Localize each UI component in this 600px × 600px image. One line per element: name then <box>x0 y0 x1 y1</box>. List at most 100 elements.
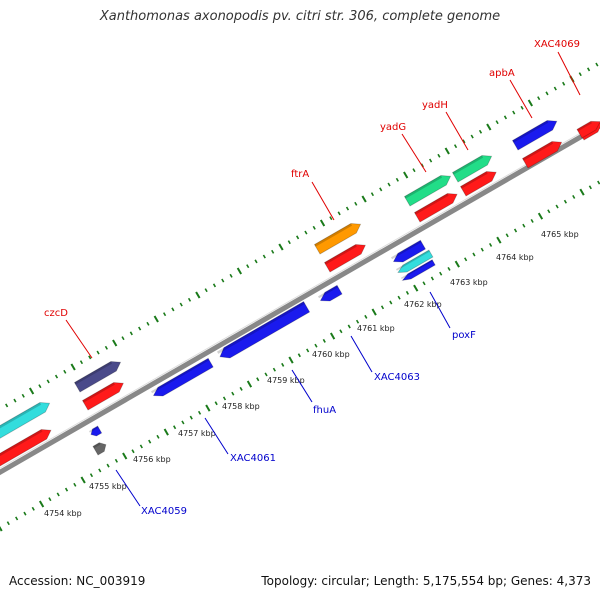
gene-green-shade <box>404 175 443 199</box>
scale-tick <box>337 211 341 216</box>
scale-tick <box>513 228 518 233</box>
genome-title: Xanthomonas axonopodis pv. citri str. 30… <box>99 9 501 24</box>
scale-tick <box>478 129 483 134</box>
scale-tick <box>597 180 600 185</box>
scale-tick <box>246 264 250 269</box>
gene-blue <box>319 284 343 302</box>
scale-tick <box>329 216 333 221</box>
gene-label: XAC4061 <box>230 453 276 464</box>
gene-cyan-shade <box>0 402 42 429</box>
scale-tick <box>162 312 167 317</box>
scale-tick <box>56 492 60 497</box>
scale-tick <box>89 473 94 478</box>
gene-red-shade <box>522 141 554 161</box>
scale-tick <box>197 410 202 415</box>
scale-tick <box>422 281 426 286</box>
scale-tick <box>496 236 502 244</box>
gene-blue <box>511 120 558 151</box>
scale-tick <box>288 356 294 364</box>
scale-tick <box>189 415 193 420</box>
scale-tick <box>106 463 110 468</box>
scale-tick <box>222 396 227 401</box>
scale-tick <box>578 72 582 77</box>
scale-tick <box>262 254 266 259</box>
scale-tick <box>412 168 416 173</box>
scale-tick <box>231 391 235 396</box>
scale-label: 4762 kbp <box>404 300 442 309</box>
gene-blue-shade <box>216 301 305 354</box>
scale-tick <box>139 444 143 449</box>
scale-tick <box>148 439 152 444</box>
gene-green <box>403 175 452 207</box>
scale-tick <box>495 120 499 125</box>
gene-red <box>459 171 497 197</box>
scale-tick <box>271 249 275 254</box>
scale-tick <box>354 201 358 206</box>
scale-tick <box>171 307 175 312</box>
top-tick-row <box>5 62 599 408</box>
gene-red <box>413 193 458 223</box>
scale-tick <box>505 233 509 238</box>
gene-blue-shade <box>150 358 210 394</box>
scale-tick <box>379 187 383 192</box>
scale-tick <box>595 62 599 67</box>
scale-tick <box>395 177 399 182</box>
scale-label: 4764 kbp <box>496 253 534 262</box>
scale-tick <box>470 134 474 139</box>
scale-tick <box>239 386 243 391</box>
scale-tick <box>264 372 268 377</box>
scale-tick <box>153 315 159 323</box>
gene-label: apbA <box>489 68 515 79</box>
scale-label: 4763 kbp <box>450 278 488 287</box>
scale-tick <box>387 182 391 187</box>
scale-tick <box>527 99 533 107</box>
gene-red <box>521 141 563 169</box>
bottom-gene-labels: XAC4059 XAC4061 fhuA XAC4063 poxF <box>115 291 476 517</box>
topology-text: Topology: circular; Length: 5,175,554 bp… <box>261 574 591 588</box>
scale-tick <box>278 243 284 251</box>
scale-label: 4760 kbp <box>312 350 350 359</box>
scale-tick <box>572 194 576 199</box>
scale-tick <box>405 290 410 295</box>
scale-tick <box>562 81 566 86</box>
scale-labels: 4754 kbp 4755 kbp 4756 kbp 4757 kbp 4758… <box>44 230 579 518</box>
backbone <box>0 121 600 476</box>
scale-tick <box>579 188 585 196</box>
gene-red-shade <box>576 121 592 132</box>
scale-tick <box>444 147 450 155</box>
scale-tick <box>187 297 192 302</box>
scale-tick <box>54 374 59 379</box>
scale-tick <box>512 110 516 115</box>
gene-slate <box>73 361 122 393</box>
scale-tick <box>547 209 551 214</box>
gene-label: ftrA <box>291 169 309 180</box>
scale-tick <box>80 476 86 484</box>
scale-tick <box>138 326 142 331</box>
scale-tick <box>503 115 508 120</box>
scale-tick <box>195 291 201 299</box>
scale-tick <box>486 123 492 131</box>
gene-red <box>323 244 366 273</box>
gene-blue-shade <box>317 285 339 299</box>
scale-tick <box>537 96 541 101</box>
gene-red-shade <box>324 244 357 265</box>
gene-label: czcD <box>44 308 68 319</box>
scale-tick <box>5 403 9 408</box>
scale-tick <box>319 219 326 227</box>
gene-blue <box>152 357 214 397</box>
scale-tick <box>563 199 568 204</box>
gene-gray <box>92 442 107 456</box>
scale-tick <box>555 204 559 209</box>
gene-blue <box>392 239 426 263</box>
scale-tick <box>522 223 526 228</box>
scale-tick <box>122 452 128 460</box>
gene-blue <box>90 425 103 437</box>
scale-tick <box>464 257 468 262</box>
scale-tick <box>413 284 419 292</box>
gene-features <box>0 120 600 467</box>
gene-cyan <box>0 402 51 439</box>
scale-tick <box>430 276 434 281</box>
gene-blue-shade <box>88 426 99 433</box>
scale-tick <box>163 428 169 436</box>
